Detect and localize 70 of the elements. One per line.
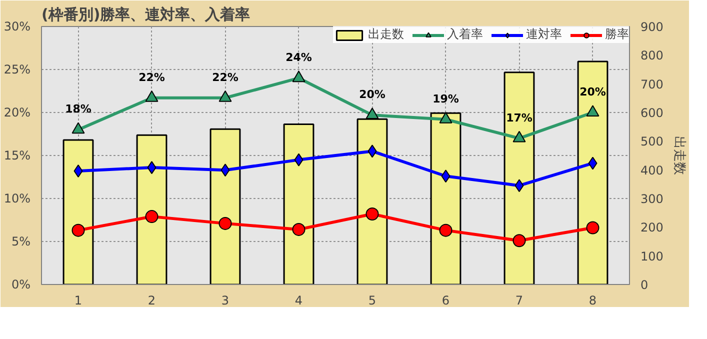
y-tick-label: 0%	[11, 278, 31, 292]
legend-label: 入着率	[447, 26, 483, 43]
bar	[504, 72, 535, 284]
y-tick-label: 30%	[4, 20, 30, 34]
point	[366, 108, 379, 120]
y2-tick-label: 400	[640, 163, 664, 178]
x-tick-label: 2	[148, 294, 156, 308]
data-label: 18%	[65, 102, 92, 116]
data-label: 17%	[506, 111, 532, 124]
y2-tick-label: 100	[640, 249, 664, 264]
point	[586, 221, 600, 234]
bar	[430, 112, 462, 284]
point	[586, 105, 600, 116]
y2-axis-title: 出走数	[671, 136, 686, 175]
legend-label: 勝率	[605, 26, 629, 43]
y2-tick-label: 700	[640, 77, 664, 92]
point	[72, 224, 85, 237]
data-label: 20%	[359, 88, 386, 102]
point	[512, 130, 526, 142]
point	[145, 210, 158, 224]
point	[441, 170, 450, 183]
point	[145, 90, 158, 102]
legend-label: 出走数	[368, 26, 404, 43]
x-tick-label: 5	[368, 294, 376, 308]
bar	[136, 134, 168, 284]
data-label: 22%	[138, 70, 165, 84]
y2-tick-label: 800	[640, 48, 664, 63]
x-tick-label: 7	[515, 294, 524, 308]
point	[220, 164, 230, 177]
data-label: 24%	[286, 51, 312, 64]
y2-tick-label: 200	[640, 220, 664, 235]
point	[292, 70, 306, 82]
y2-tick-label: 900	[640, 20, 664, 34]
bar	[283, 124, 314, 284]
point	[72, 122, 85, 134]
point	[147, 161, 156, 174]
y2-tick-label: 600	[640, 106, 664, 120]
legend-label: 連対率	[526, 26, 562, 43]
point	[366, 207, 379, 220]
point	[588, 156, 598, 170]
data-label: 20%	[580, 86, 606, 98]
point	[294, 153, 304, 166]
x-tick-label: 8	[588, 294, 597, 308]
y2-tick-label: 0	[640, 278, 648, 292]
data-label: 22%	[212, 70, 238, 84]
y-tick-label: 10%	[4, 192, 30, 206]
y-tick-label: 5%	[11, 234, 31, 248]
bar	[62, 139, 94, 284]
point	[439, 112, 452, 124]
y-tick-label: 15%	[4, 148, 30, 162]
point	[439, 224, 452, 237]
chart-title: (枠番別)勝率、連対率、入着率	[42, 6, 250, 24]
point	[218, 216, 232, 230]
point	[514, 179, 524, 192]
y2-tick-label: 500	[640, 134, 664, 149]
data-label: 19%	[432, 92, 459, 106]
y-tick-label: 20%	[4, 106, 30, 120]
point	[218, 90, 232, 102]
point	[368, 144, 377, 158]
point	[292, 222, 306, 236]
y2-tick-label: 300	[640, 192, 664, 206]
x-tick-label: 6	[442, 294, 450, 308]
y-tick-label: 25%	[4, 62, 30, 76]
bar	[210, 128, 241, 284]
point	[74, 164, 83, 178]
bar	[577, 60, 608, 284]
x-tick-label: 3	[221, 294, 230, 308]
x-tick-label: 4	[294, 294, 303, 308]
point	[512, 234, 526, 248]
x-tick-label: 1	[74, 294, 82, 308]
